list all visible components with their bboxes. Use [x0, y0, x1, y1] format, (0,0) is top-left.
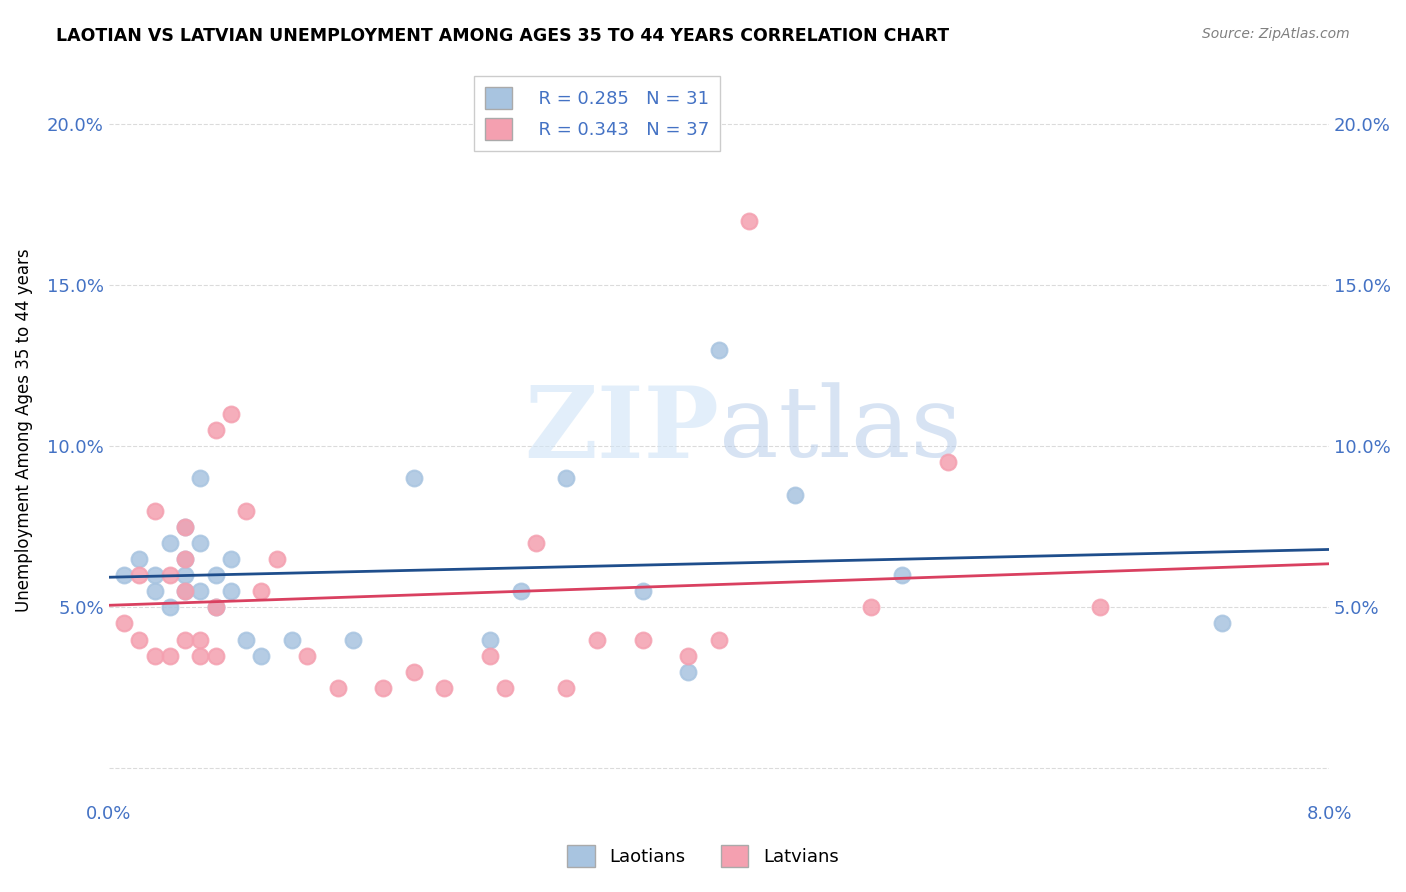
Point: [204, 600, 226, 615]
Point: [631, 632, 654, 647]
Point: [891, 568, 914, 582]
Point: [204, 423, 226, 437]
Point: [707, 343, 730, 357]
Point: [250, 584, 273, 599]
Point: [235, 503, 257, 517]
Point: [326, 681, 349, 695]
Point: [373, 681, 395, 695]
Point: [402, 665, 425, 679]
Point: [219, 552, 242, 566]
Point: [936, 455, 959, 469]
Point: [128, 552, 150, 566]
Point: [479, 632, 502, 647]
Point: [295, 648, 318, 663]
Point: [112, 568, 135, 582]
Point: [204, 568, 226, 582]
Point: [678, 665, 700, 679]
Point: [479, 648, 502, 663]
Point: [555, 471, 578, 485]
Point: [266, 552, 288, 566]
Point: [159, 648, 181, 663]
Point: [143, 648, 166, 663]
Point: [250, 648, 273, 663]
Point: [433, 681, 456, 695]
Point: [785, 487, 807, 501]
Point: [159, 568, 181, 582]
Point: [555, 681, 578, 695]
Point: [1211, 616, 1233, 631]
Point: [128, 568, 150, 582]
Point: [402, 471, 425, 485]
Text: ZIP: ZIP: [524, 382, 718, 479]
Point: [219, 584, 242, 599]
Point: [860, 600, 883, 615]
Point: [174, 632, 197, 647]
Point: [204, 600, 226, 615]
Point: [174, 520, 197, 534]
Point: [1090, 600, 1112, 615]
Point: [188, 632, 211, 647]
Point: [524, 536, 547, 550]
Point: [112, 616, 135, 631]
Point: [235, 632, 257, 647]
Text: Source: ZipAtlas.com: Source: ZipAtlas.com: [1202, 27, 1350, 41]
Point: [509, 584, 531, 599]
Point: [174, 584, 197, 599]
Point: [188, 648, 211, 663]
Point: [159, 600, 181, 615]
Point: [219, 407, 242, 421]
Point: [143, 584, 166, 599]
Text: atlas: atlas: [718, 382, 962, 478]
Point: [174, 552, 197, 566]
Point: [631, 584, 654, 599]
Point: [188, 584, 211, 599]
Point: [188, 536, 211, 550]
Point: [174, 552, 197, 566]
Point: [143, 503, 166, 517]
Point: [204, 648, 226, 663]
Point: [342, 632, 364, 647]
Point: [586, 632, 609, 647]
Point: [159, 536, 181, 550]
Point: [143, 568, 166, 582]
Point: [494, 681, 516, 695]
Point: [128, 632, 150, 647]
Point: [678, 648, 700, 663]
Point: [188, 471, 211, 485]
Point: [707, 632, 730, 647]
Point: [281, 632, 304, 647]
Legend: Laotians, Latvians: Laotians, Latvians: [560, 838, 846, 874]
Point: [738, 213, 761, 227]
Point: [174, 520, 197, 534]
Point: [174, 568, 197, 582]
Point: [174, 584, 197, 599]
Legend:   R = 0.285   N = 31,   R = 0.343   N = 37: R = 0.285 N = 31, R = 0.343 N = 37: [474, 76, 720, 151]
Text: LAOTIAN VS LATVIAN UNEMPLOYMENT AMONG AGES 35 TO 44 YEARS CORRELATION CHART: LAOTIAN VS LATVIAN UNEMPLOYMENT AMONG AG…: [56, 27, 949, 45]
Y-axis label: Unemployment Among Ages 35 to 44 years: Unemployment Among Ages 35 to 44 years: [15, 248, 32, 612]
